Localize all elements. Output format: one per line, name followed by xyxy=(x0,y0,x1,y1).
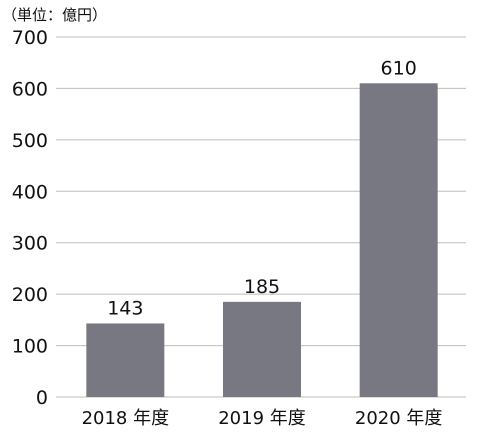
x-category-label: 2019 年度 xyxy=(218,408,306,429)
y-tick-label: 200 xyxy=(12,284,48,306)
data-label: 610 xyxy=(381,57,417,79)
data-labels: 143 185 610 xyxy=(107,57,417,319)
data-label: 143 xyxy=(107,297,143,319)
bar xyxy=(86,323,165,397)
y-tick-label: 100 xyxy=(12,336,48,358)
x-axis-categories: 2018 年度 2019 年度 2020 年度 xyxy=(82,408,443,429)
bar xyxy=(359,83,438,398)
unit-label: （単位：億円） xyxy=(2,6,107,24)
y-tick-label: 600 xyxy=(12,78,48,100)
y-tick-label: 400 xyxy=(12,181,48,203)
x-category-label: 2018 年度 xyxy=(82,408,170,429)
data-label: 185 xyxy=(244,276,280,298)
x-category-label: 2020 年度 xyxy=(355,408,443,429)
bars xyxy=(86,83,438,398)
y-tick-label: 700 xyxy=(12,27,48,49)
y-tick-label: 0 xyxy=(36,387,48,409)
y-tick-label: 300 xyxy=(12,233,48,255)
y-axis-ticks: 0 100 200 300 400 500 600 700 xyxy=(12,27,48,409)
bar xyxy=(223,301,301,397)
y-tick-label: 500 xyxy=(12,130,48,152)
